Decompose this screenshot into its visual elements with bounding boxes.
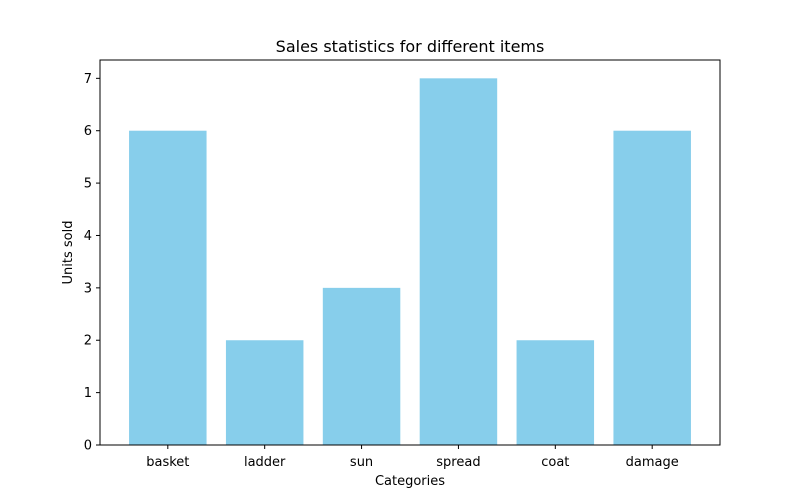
y-tick-label: 7 [84,72,92,87]
bar-basket [129,130,207,445]
y-tick-label: 5 [84,177,92,192]
bar-damage [613,130,691,445]
y-axis-ticks: 0 1 2 3 4 5 6 7 [84,72,100,454]
y-tick-label: 1 [84,386,92,401]
x-tick-label-basket: basket [146,455,189,470]
x-tick-label-sun: sun [350,455,373,470]
chart-title: Sales statistics for different items [276,37,545,56]
y-tick-label: 6 [84,124,92,139]
bars-group [129,78,691,445]
x-axis-label: Categories [375,474,445,489]
bar-ladder [225,340,304,445]
x-tick-label-coat: coat [541,455,569,470]
plot-frame [99,59,721,446]
x-tick-label-damage: damage [626,455,679,470]
y-tick-label: 0 [84,439,92,454]
y-tick-label: 4 [84,229,92,244]
y-tick-label: 2 [84,334,92,349]
x-tick-label-spread: spread [436,455,480,470]
bar-coat [516,340,595,445]
x-axis-ticks: basket ladder sun spread coat damage [146,445,679,470]
bar-spread [419,78,498,445]
y-axis-label: Units sold [61,221,76,285]
y-tick-label: 3 [84,281,92,296]
x-tick-label-ladder: ladder [244,455,286,470]
bar-sun [322,287,401,445]
